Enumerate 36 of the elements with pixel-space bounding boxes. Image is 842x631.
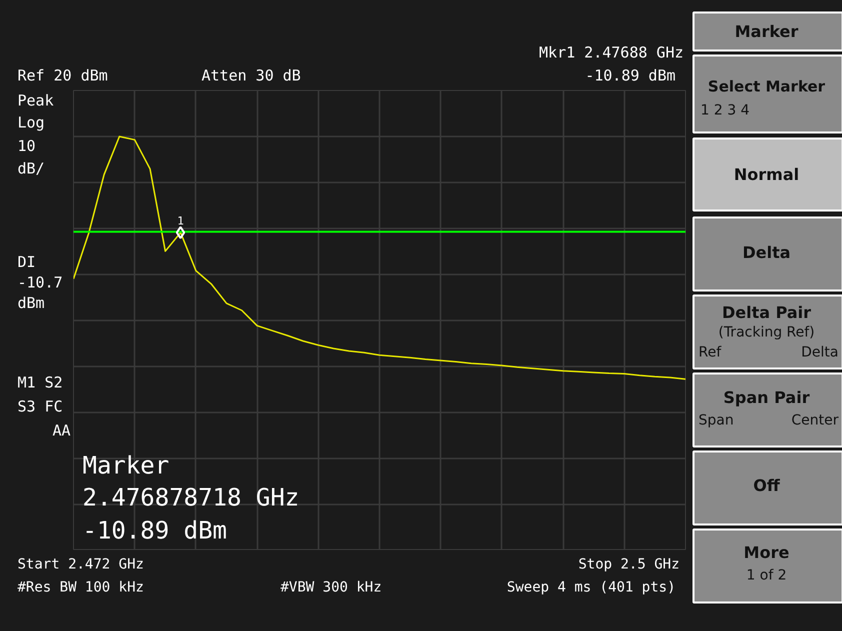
text: #VBW 300 kHz bbox=[280, 580, 382, 596]
text: M1 S2 bbox=[18, 374, 63, 392]
text: Atten 30 dB bbox=[202, 66, 301, 84]
text: 1 2 3 4 bbox=[700, 102, 750, 118]
text: Delta Pair bbox=[722, 303, 812, 322]
text: Delta bbox=[801, 344, 839, 360]
text: Span bbox=[698, 412, 734, 428]
text: 1 of 2 bbox=[746, 568, 787, 584]
text: Off bbox=[753, 476, 781, 495]
text: S3 FC bbox=[18, 398, 63, 416]
text: Normal bbox=[734, 165, 800, 184]
text: Ref bbox=[698, 344, 722, 360]
annotation: 1 bbox=[177, 214, 184, 228]
text: Sweep 4 ms (401 pts) bbox=[506, 580, 676, 596]
text: Select Marker bbox=[708, 78, 826, 96]
annotation: Marker bbox=[82, 452, 170, 480]
text: dB/ bbox=[18, 160, 45, 178]
annotation: -10.89 dBm bbox=[82, 516, 227, 544]
text: AA bbox=[52, 422, 70, 440]
text: -10.89 dBm bbox=[585, 66, 676, 84]
text: #Res BW 100 kHz bbox=[18, 580, 144, 596]
text: Peak bbox=[18, 92, 54, 110]
ref-line-label: DI -10.7 dBm bbox=[18, 252, 63, 312]
text: Marker bbox=[734, 22, 798, 41]
text: (Tracking Ref) bbox=[718, 324, 815, 340]
text: Center bbox=[791, 412, 839, 428]
text: Ref 20 dBm bbox=[18, 66, 108, 84]
text: More bbox=[744, 543, 790, 562]
text: Span Pair bbox=[723, 388, 810, 407]
text: Delta bbox=[742, 243, 791, 262]
text: Mkr1 2.47688 GHz bbox=[539, 44, 684, 62]
annotation: 2.476878718 GHz bbox=[82, 484, 300, 512]
text: Stop 2.5 GHz bbox=[578, 556, 680, 572]
text: 10 bbox=[18, 137, 36, 155]
text: Start 2.472 GHz bbox=[18, 556, 144, 572]
text: Log bbox=[18, 114, 45, 132]
